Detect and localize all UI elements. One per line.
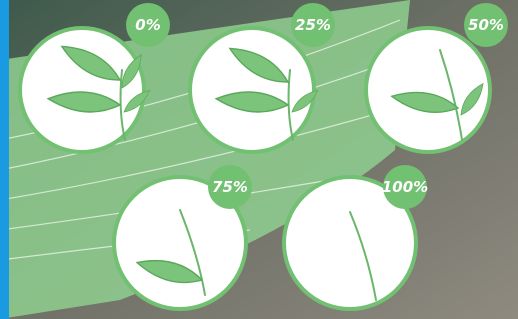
stage-label: 25% xyxy=(295,16,331,34)
side-bar xyxy=(0,0,9,319)
stage-label: 100% xyxy=(382,178,428,196)
stage-label: 0% xyxy=(135,16,160,34)
stage-label: 75% xyxy=(212,178,248,196)
stage-circle xyxy=(20,28,144,152)
infographic: 0% 25% 50% 75% 100% xyxy=(0,0,518,319)
stage-circle xyxy=(366,28,490,152)
stage-label: 50% xyxy=(468,16,504,34)
stage-circle xyxy=(190,28,314,152)
